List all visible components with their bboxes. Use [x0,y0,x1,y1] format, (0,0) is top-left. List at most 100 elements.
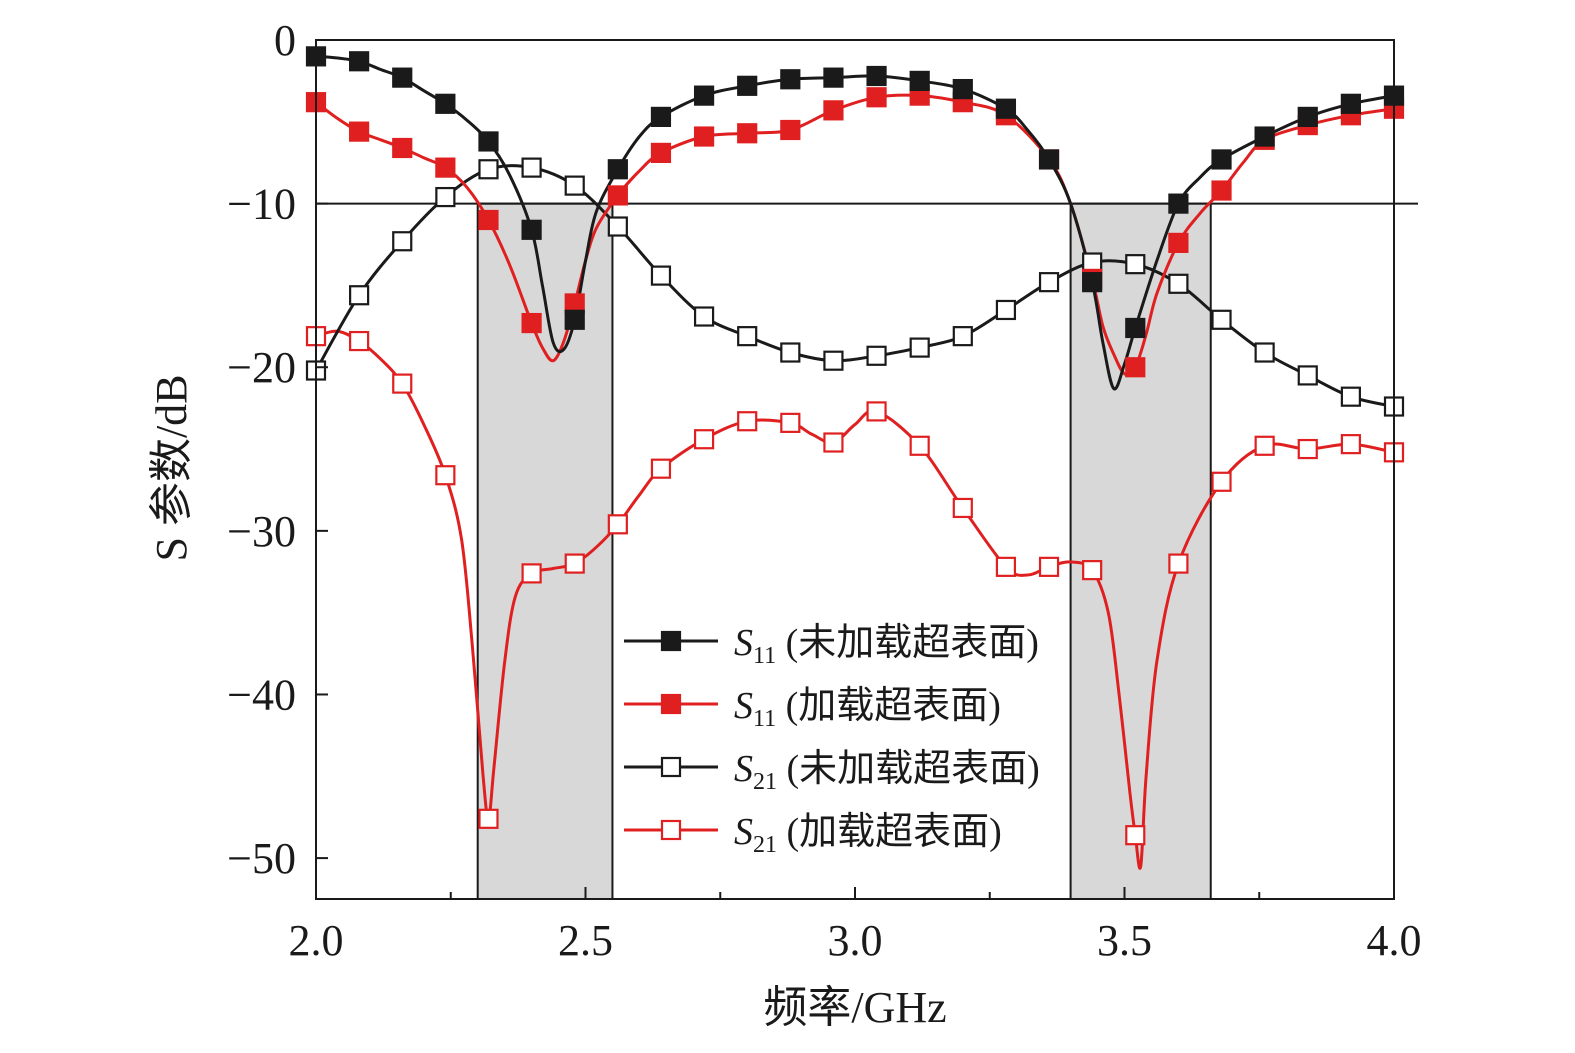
series-line-4 [315,329,1395,870]
series-2-point [349,121,370,142]
series-4-point [866,401,887,422]
series-4-point [435,465,456,486]
series-1-point [693,85,715,106]
series-1-point [1168,193,1189,214]
legend-marker-2 [660,693,682,715]
legend-label-1: S11 (未加载超表面) [734,622,1039,669]
y-tick-label: 0 [274,16,296,65]
series-1-point [478,131,499,152]
series-4-point [521,563,542,584]
series-1-point [650,106,672,128]
series-3-point [995,299,1017,321]
legend-label-3: S21 (未加载超表面) [734,748,1040,795]
series-1-point [737,75,758,96]
y-tick-label: −50 [227,834,296,883]
y-axis-ticks: 0 −10 −20 −30 −40 −50 [227,16,328,883]
series-1-point [521,219,542,240]
series-4-point [823,432,844,453]
series-4-point [392,373,413,394]
x-tick-label: 2.5 [558,916,613,965]
series-4-point [1340,434,1361,455]
series-1-point [1254,126,1275,147]
series-2-point [1125,357,1146,378]
series-2-point [780,119,801,141]
legend-marker-3 [660,756,682,778]
series-3-point [1168,273,1189,294]
series-1-point [1211,149,1232,170]
series-4-point [995,556,1017,577]
x-axis-label: 频率/GHz [763,983,946,1032]
series-4-point [1254,435,1275,456]
series-2-point [435,157,456,178]
series-4-point [909,435,930,456]
series-4-point [349,330,370,352]
series-2-point [521,312,542,334]
series-2-point [693,126,715,147]
series-3-point [650,265,672,286]
series-1-point [1340,93,1361,114]
series-1-point [349,51,370,72]
series-4-point [650,458,672,479]
series-3-point [1125,254,1146,275]
series-2-point [478,209,499,231]
series-2-point [392,137,413,159]
highlight-bands [476,202,1212,901]
y-tick-label: −30 [227,507,296,556]
series-4-point [952,497,973,519]
series-3-point [909,337,930,358]
series-3-point [1254,342,1275,363]
series-1-point [909,70,930,92]
y-tick-label: −10 [227,180,296,229]
series-1-point [1082,272,1103,293]
series-3-point [521,157,542,178]
series-4-point [564,553,585,574]
series-1-point [1038,149,1060,170]
x-axis-ticks: 2.0 2.5 3.0 3.5 4.0 [289,887,1422,965]
x-tick-label: 2.0 [289,916,344,965]
series-2-point [1211,180,1232,201]
series-2-point [737,123,758,144]
series-2-point [1168,232,1189,253]
series-3-point [478,159,499,180]
series-3-point [435,186,456,208]
series-2-point [650,142,672,163]
series-4-point [607,514,628,535]
series-3-point [1297,365,1318,386]
series-3-point [1038,272,1060,293]
series-1-point [823,67,844,88]
series-4-point [737,411,758,432]
series-3-point [392,231,413,252]
series-1-point [435,93,456,114]
series-4-point [780,412,801,433]
legend: S11 (未加载超表面) S11 (加载超表面) S21 (未加载超表面) S21 (… [624,622,1040,858]
legend-marker-4 [660,819,682,841]
series-3-point [780,342,801,363]
series-3-point [1340,386,1361,407]
legend-label-4: S21 (加载超表面) [734,811,1002,858]
series-1-point [564,309,585,330]
series-3-point [564,175,585,196]
series-3-point [607,216,628,237]
x-tick-label: 3.5 [1097,916,1152,965]
series-3-point [866,345,887,366]
y-tick-label: −40 [227,670,296,719]
x-tick-label: 3.0 [828,916,883,965]
series-4-point [1297,438,1318,460]
series-3-point [737,326,758,347]
series-4-point [1038,556,1060,577]
series-3-point [349,285,370,306]
series-1-point [995,98,1017,119]
series-4-point [1125,825,1146,846]
series-1-point [607,159,628,180]
legend-marker-1 [660,630,682,652]
series-1-point [392,67,413,88]
series-1-point [780,69,801,90]
series-4-point [1082,560,1103,581]
y-tick-label: −20 [227,343,296,392]
series-2-point [866,87,887,108]
series-2-point [823,100,844,121]
series-3-point [693,306,715,327]
series-markers [305,46,1405,846]
series-2-point [607,185,628,206]
